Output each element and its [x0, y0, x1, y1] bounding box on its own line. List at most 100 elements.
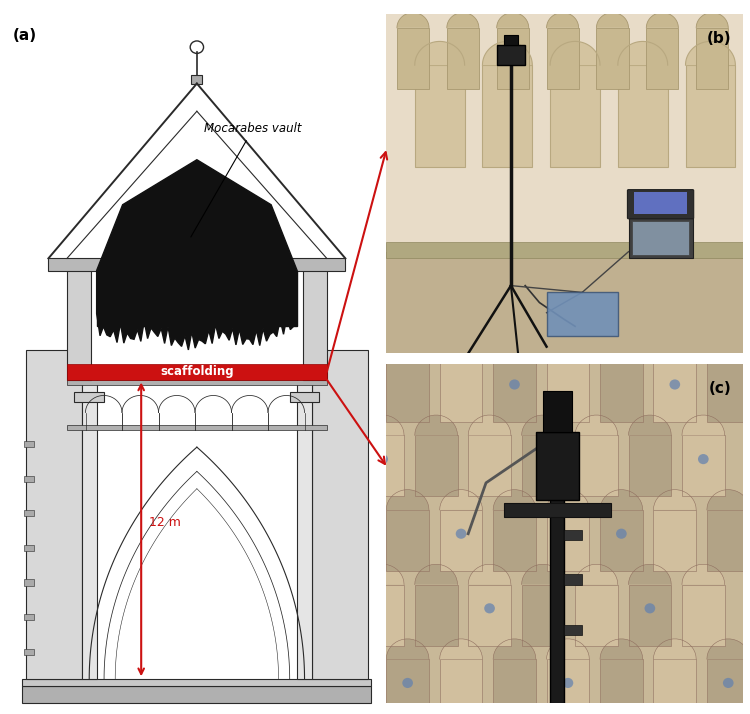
Bar	[706, 659, 750, 714]
Bar	[550, 466, 564, 703]
Circle shape	[562, 678, 573, 688]
Bar	[496, 45, 525, 65]
Bar	[24, 511, 34, 516]
Bar	[82, 374, 97, 679]
Bar	[415, 436, 458, 496]
Bar	[547, 510, 590, 571]
Polygon shape	[97, 160, 297, 350]
Bar	[482, 65, 532, 167]
Bar	[386, 510, 429, 571]
Bar	[646, 28, 678, 89]
Bar	[550, 65, 600, 167]
Bar	[575, 436, 618, 496]
Bar	[547, 659, 590, 714]
Text: (a): (a)	[13, 28, 38, 43]
Bar	[440, 510, 482, 571]
Bar	[386, 252, 742, 353]
Bar	[362, 585, 404, 645]
Circle shape	[538, 454, 548, 464]
Bar	[297, 374, 312, 679]
Text: scaffolding: scaffolding	[160, 366, 234, 378]
Bar	[696, 28, 728, 89]
Bar	[596, 28, 628, 89]
Bar	[564, 574, 582, 585]
Bar	[600, 361, 643, 422]
Circle shape	[509, 379, 520, 390]
Bar	[386, 241, 742, 258]
Bar	[496, 28, 529, 89]
Bar	[682, 436, 724, 496]
Bar	[522, 436, 564, 496]
Bar	[682, 585, 724, 645]
Bar	[686, 65, 735, 167]
FancyBboxPatch shape	[628, 190, 694, 218]
Bar	[67, 380, 327, 385]
Circle shape	[456, 528, 466, 539]
Bar	[24, 441, 34, 447]
Bar	[415, 65, 464, 167]
Text: (b): (b)	[707, 31, 732, 46]
Bar	[600, 659, 643, 714]
Bar	[447, 28, 478, 89]
Circle shape	[402, 678, 413, 688]
Circle shape	[616, 528, 627, 539]
Bar	[386, 361, 429, 422]
Bar	[543, 391, 572, 432]
Bar	[653, 361, 696, 422]
Bar	[67, 268, 91, 380]
Bar	[468, 585, 511, 645]
Bar	[494, 659, 536, 714]
Circle shape	[377, 454, 388, 464]
Circle shape	[670, 379, 680, 390]
Circle shape	[484, 603, 495, 613]
Text: 12 m: 12 m	[148, 516, 181, 529]
Bar	[628, 585, 671, 645]
Bar	[22, 686, 371, 703]
Bar	[522, 585, 564, 645]
Bar	[536, 432, 579, 500]
Bar	[312, 350, 368, 679]
Bar	[618, 65, 668, 167]
Bar	[303, 268, 327, 380]
Bar	[362, 436, 404, 496]
Bar	[397, 28, 429, 89]
Bar	[468, 436, 511, 496]
Bar	[600, 510, 643, 571]
Bar	[67, 364, 327, 380]
Bar	[494, 361, 536, 422]
Bar	[564, 531, 582, 540]
Bar	[504, 34, 518, 45]
Bar	[653, 510, 696, 571]
Bar	[706, 361, 750, 422]
Text: Mocarabes vault: Mocarabes vault	[190, 123, 302, 237]
Bar	[22, 679, 371, 686]
Bar	[24, 649, 34, 655]
Bar	[290, 392, 320, 402]
Bar	[440, 659, 482, 714]
Bar	[74, 392, 104, 402]
Bar	[632, 221, 689, 255]
Bar	[628, 436, 671, 496]
Bar	[440, 361, 482, 422]
Text: (c): (c)	[709, 381, 732, 396]
Bar	[547, 361, 590, 422]
Bar	[547, 28, 579, 89]
Bar	[415, 585, 458, 645]
Bar	[564, 625, 582, 635]
Circle shape	[698, 454, 709, 464]
Circle shape	[644, 603, 656, 613]
Bar	[628, 218, 693, 258]
Bar	[24, 476, 34, 482]
Bar	[191, 75, 202, 84]
Circle shape	[723, 678, 734, 688]
Bar	[504, 503, 610, 517]
Bar	[386, 659, 429, 714]
Bar	[26, 350, 82, 679]
Bar	[634, 192, 687, 214]
Bar	[48, 258, 345, 271]
Bar	[706, 510, 750, 571]
Bar	[67, 425, 327, 430]
Bar	[386, 14, 742, 252]
Bar	[653, 659, 696, 714]
Bar	[494, 510, 536, 571]
